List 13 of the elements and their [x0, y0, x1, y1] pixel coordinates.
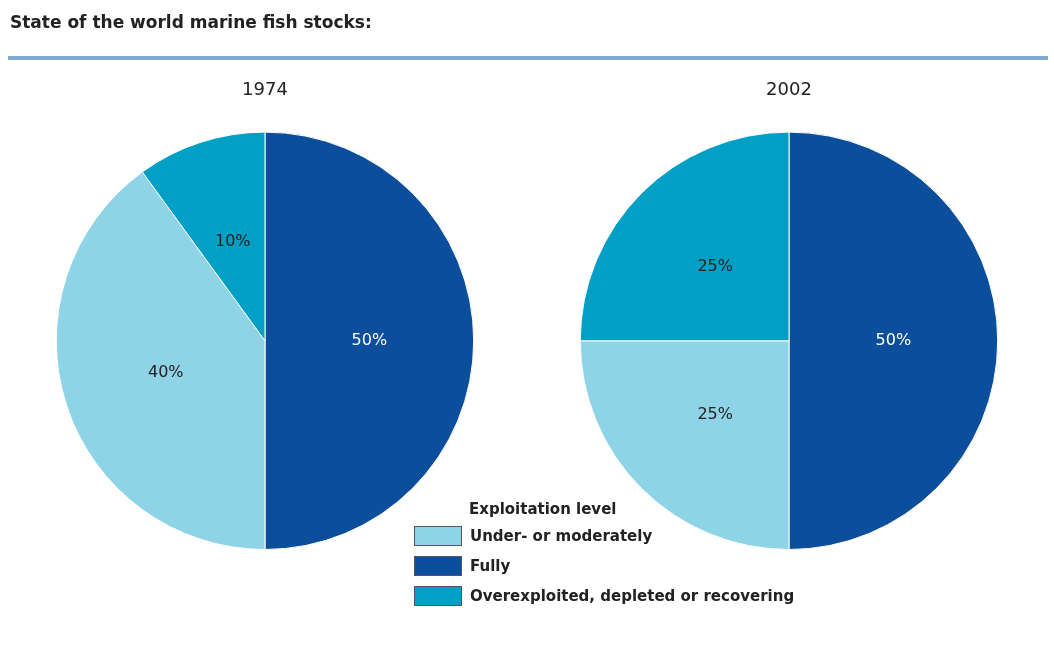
- chart-title: 2002: [766, 78, 812, 100]
- legend-label: Under- or moderately: [470, 527, 653, 545]
- data-label: 50%: [351, 329, 388, 349]
- data-label: 25%: [697, 256, 733, 276]
- legend-title: Exploitation level: [469, 500, 618, 518]
- data-label: 25%: [697, 403, 733, 423]
- data-label: 50%: [875, 329, 912, 349]
- chart-title: 1974: [242, 78, 288, 100]
- legend-label: Overexploited, depleted or recovering: [470, 587, 795, 605]
- legend-label: Fully: [470, 557, 511, 575]
- text: State of the world marine fish stocks:: [10, 12, 372, 32]
- data-label: 40%: [147, 362, 184, 382]
- data-label: 10%: [214, 230, 251, 250]
